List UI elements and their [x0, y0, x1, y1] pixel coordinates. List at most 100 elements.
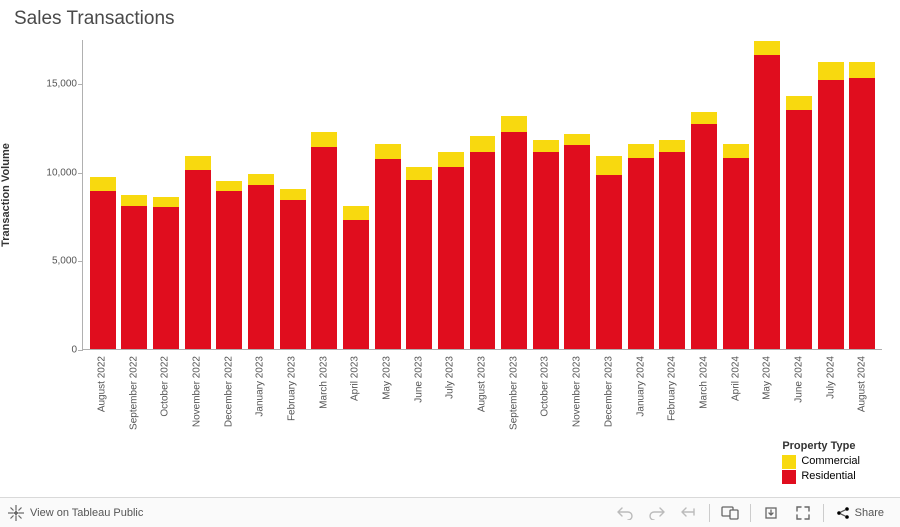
y-tick-label: 5,000	[41, 256, 77, 267]
x-tick-label: October 2023	[540, 356, 551, 417]
bar-segment-residential	[691, 124, 717, 349]
bar[interactable]	[403, 40, 435, 349]
bar-segment-residential	[849, 78, 875, 349]
bar[interactable]	[593, 40, 625, 349]
bar-segment-residential	[311, 147, 337, 349]
bar[interactable]	[245, 40, 277, 349]
bar-segment-commercial	[406, 167, 432, 180]
bar-segment-commercial	[185, 156, 211, 170]
x-tick-label: June 2023	[413, 356, 424, 403]
bar[interactable]	[751, 40, 783, 349]
legend-label-commercial: Commercial	[801, 454, 860, 469]
bar[interactable]	[498, 40, 530, 349]
bar-segment-residential	[121, 206, 147, 349]
y-tick-mark	[78, 261, 83, 262]
bar-segment-commercial	[849, 62, 875, 78]
bar-segment-commercial	[343, 206, 369, 219]
bar-segment-residential	[723, 158, 749, 349]
bar[interactable]	[277, 40, 309, 349]
bar-segment-residential	[628, 158, 654, 349]
bar[interactable]	[214, 40, 246, 349]
bar[interactable]	[657, 40, 689, 349]
x-tick-label: September 2023	[508, 356, 519, 430]
legend: Property Type Commercial Residential	[782, 440, 860, 484]
bar-segment-commercial	[786, 96, 812, 110]
x-tick-label: September 2022	[128, 356, 139, 430]
legend-swatch-commercial	[782, 455, 796, 469]
bar[interactable]	[562, 40, 594, 349]
bar[interactable]	[119, 40, 151, 349]
legend-item-residential[interactable]: Residential	[782, 469, 860, 484]
view-on-tableau-link[interactable]: View on Tableau Public	[8, 505, 143, 521]
bar-segment-residential	[248, 185, 274, 349]
bar[interactable]	[150, 40, 182, 349]
x-tick-label: April 2023	[350, 356, 361, 401]
bar-segment-residential	[153, 207, 179, 349]
x-axis-labels: August 2022September 2022October 2022Nov…	[82, 352, 882, 452]
chart-title: Sales Transactions	[14, 8, 175, 30]
legend-swatch-residential	[782, 470, 796, 484]
bar[interactable]	[530, 40, 562, 349]
bar[interactable]	[87, 40, 119, 349]
x-tick-label: June 2024	[793, 356, 804, 403]
redo-button[interactable]	[641, 499, 673, 527]
x-tick-label: May 2024	[762, 356, 773, 400]
x-tick-label: May 2023	[382, 356, 393, 400]
device-layouts-button[interactable]	[714, 499, 746, 527]
bar-segment-residential	[786, 110, 812, 349]
bar[interactable]	[435, 40, 467, 349]
bar[interactable]	[846, 40, 878, 349]
bar-segment-commercial	[659, 140, 685, 152]
bar-segment-commercial	[438, 152, 464, 167]
tableau-logo-icon	[8, 505, 24, 521]
bar[interactable]	[720, 40, 752, 349]
x-tick-label: December 2023	[603, 356, 614, 427]
toolbar-separator	[823, 504, 824, 522]
y-tick-mark	[78, 84, 83, 85]
download-button[interactable]	[755, 499, 787, 527]
bar-segment-commercial	[121, 195, 147, 206]
x-tick-label: November 2022	[191, 356, 202, 427]
bar-segment-commercial	[754, 41, 780, 55]
bar-segment-residential	[406, 180, 432, 349]
bar-segment-commercial	[691, 112, 717, 124]
bar-segment-residential	[90, 191, 116, 349]
bar-segment-residential	[533, 152, 559, 349]
fullscreen-button[interactable]	[787, 499, 819, 527]
undo-button[interactable]	[609, 499, 641, 527]
replay-button[interactable]	[673, 499, 705, 527]
bar[interactable]	[340, 40, 372, 349]
bar-segment-commercial	[564, 134, 590, 146]
bar[interactable]	[688, 40, 720, 349]
bar-segment-residential	[216, 191, 242, 349]
x-tick-label: October 2022	[160, 356, 171, 417]
bar[interactable]	[625, 40, 657, 349]
bottom-toolbar: View on Tableau Public Share	[0, 497, 900, 527]
bar-segment-commercial	[311, 132, 337, 147]
x-tick-label: August 2024	[857, 356, 868, 412]
bar-segment-commercial	[501, 116, 527, 132]
share-button[interactable]: Share	[828, 499, 892, 527]
bar-segment-commercial	[533, 140, 559, 152]
bar-segment-residential	[280, 200, 306, 349]
share-label: Share	[855, 507, 884, 519]
x-tick-label: July 2023	[445, 356, 456, 399]
bar[interactable]	[815, 40, 847, 349]
y-tick-label: 10,000	[41, 167, 77, 178]
bar[interactable]	[308, 40, 340, 349]
bar-segment-commercial	[280, 189, 306, 201]
bar-segment-commercial	[723, 144, 749, 158]
chart-area: Sales Transactions Transaction Volume 05…	[0, 0, 900, 487]
share-icon	[836, 506, 850, 520]
toolbar-separator	[709, 504, 710, 522]
bar[interactable]	[372, 40, 404, 349]
legend-item-commercial[interactable]: Commercial	[782, 454, 860, 469]
bar-segment-residential	[754, 55, 780, 349]
toolbar-separator	[750, 504, 751, 522]
bar[interactable]	[182, 40, 214, 349]
bar[interactable]	[783, 40, 815, 349]
toolbar-right: Share	[609, 499, 892, 527]
bar-segment-residential	[438, 167, 464, 349]
bar[interactable]	[467, 40, 499, 349]
bar-segment-residential	[501, 132, 527, 349]
